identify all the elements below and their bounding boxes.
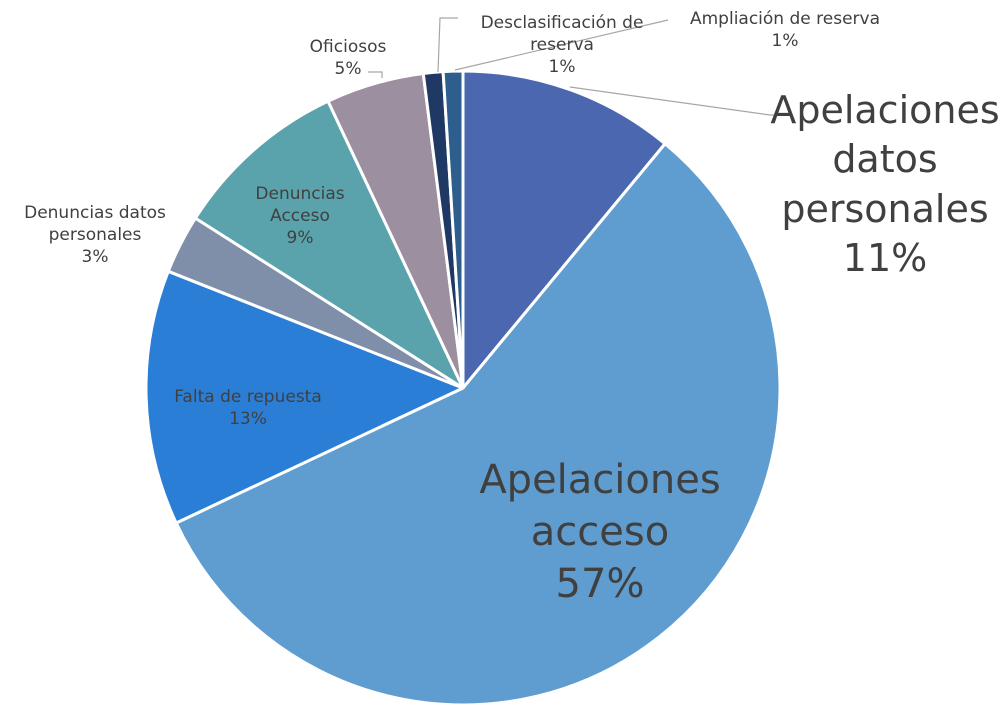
category-name: Desclasificación de reserva — [480, 12, 644, 55]
category-name: Ampliación de reserva — [689, 8, 880, 29]
category-name: Apelaciones acceso — [479, 457, 721, 555]
value-label: 1% — [771, 31, 799, 51]
leader-line — [368, 71, 383, 78]
pie-slice — [441, 69, 465, 390]
value-label: 11% — [842, 236, 928, 281]
slice-label: Denuncias Acceso 9% — [240, 183, 360, 249]
value-label: 13% — [229, 409, 267, 429]
slice-label: Oficiosos 5% — [293, 36, 403, 80]
category-name: Denuncias datos personales — [24, 202, 166, 245]
leader-line — [437, 17, 458, 73]
slice-label: Apelaciones acceso 57% — [450, 454, 750, 610]
slice-label: Ampliación de reserva 1% — [655, 8, 915, 52]
leader-line — [454, 19, 669, 71]
pie-slice — [193, 99, 465, 390]
category-name: Denuncias Acceso — [255, 183, 345, 226]
pie-slice — [144, 269, 465, 525]
value-label: 1% — [548, 57, 576, 78]
category-name: Apelaciones datos personales — [770, 88, 999, 231]
pie-slice — [174, 142, 782, 707]
pie-slice — [461, 69, 667, 390]
value-label: 5% — [334, 59, 362, 79]
slice-label: Denuncias datos personales 3% — [5, 202, 185, 268]
value-label: 3% — [81, 247, 109, 268]
category-name: Falta de repuesta — [174, 386, 322, 407]
slice-label: Desclasificación de reserva 1% — [457, 12, 667, 78]
category-name: Oficiosos — [309, 36, 387, 57]
slice-label: Falta de repuesta 13% — [148, 386, 348, 430]
value-label: 57% — [555, 561, 645, 607]
slice-label: Apelaciones datos personales 11% — [765, 86, 999, 284]
value-label: 9% — [286, 228, 314, 249]
leader-line — [569, 86, 780, 116]
